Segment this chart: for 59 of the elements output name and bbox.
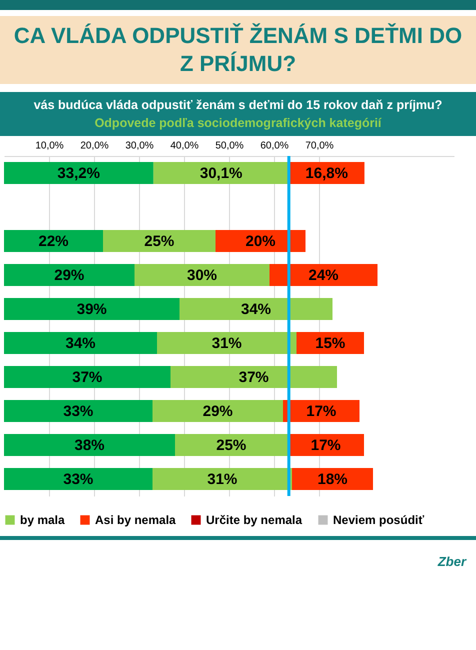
x-tick-label: 20,0% [80,140,109,152]
bar [4,468,152,490]
data-label: 22% [38,233,69,250]
x-tick-label: 50,0% [215,140,244,152]
x-tick-label: 40,0% [170,140,199,152]
bar [4,264,134,286]
text: Zber [0,536,476,594]
data-label: 31% [207,471,238,488]
bar [103,230,216,252]
data-label: 17% [306,403,336,420]
data-label: 38% [74,437,105,454]
x-tick-label: 10,0% [35,140,64,152]
x-tick-label: 60,0% [260,140,289,152]
data-label: 29% [202,403,233,420]
bar [153,162,289,184]
data-label: 30,1% [200,165,242,182]
data-label: 33,2% [57,165,100,182]
bar [4,366,170,388]
chart-title: CA VLÁDA ODPUSTIŤ ŽENÁM S DEŤMI DO Z PRÍJMU? [0,16,476,84]
data-label: 18% [317,471,348,488]
data-label: 24% [308,267,339,284]
bar [175,434,288,456]
x-tick-label: 30,0% [125,140,154,152]
chart-subtitle: vás budúca vláda odpustiť ženám s deťmi do 15 rokov daň z príjmu? [32,97,444,114]
bar [134,264,270,286]
data-label: 37% [238,369,269,386]
data-label: 34% [65,335,96,352]
bar [170,366,337,388]
data-label: 25% [216,437,246,454]
data-label: 31% [212,335,242,352]
bar [4,230,103,252]
data-label: 39% [76,301,107,318]
legend-label: Neviem posúdiť [333,513,424,527]
data-label: 15% [315,335,346,352]
text: Odpovede podľa sociodemografických kategórií [94,115,382,132]
data-label: 37% [72,369,102,386]
bar [4,434,175,456]
data-label: 25% [144,233,174,250]
x-tick-label: 70,0% [305,140,334,152]
bar [157,332,296,354]
bar [180,298,332,320]
bar [4,298,180,320]
bar [4,162,154,184]
bar [152,468,292,490]
bar [152,400,283,422]
bar [4,332,157,354]
data-label: 16,8% [305,165,348,182]
bar [4,400,152,422]
data-label: 34% [240,301,272,318]
data-label: 17% [310,437,341,454]
data-label: 33% [63,471,94,488]
legend-label: by mala [20,513,66,527]
bar [292,468,373,490]
legend-label: Asi by nemala [95,513,176,527]
data-label: 29% [54,267,84,284]
legend-label: Určite by nemala [206,513,302,527]
data-label: 33% [63,403,94,420]
data-label: 20% [245,233,276,250]
data-label: 30% [186,267,218,284]
